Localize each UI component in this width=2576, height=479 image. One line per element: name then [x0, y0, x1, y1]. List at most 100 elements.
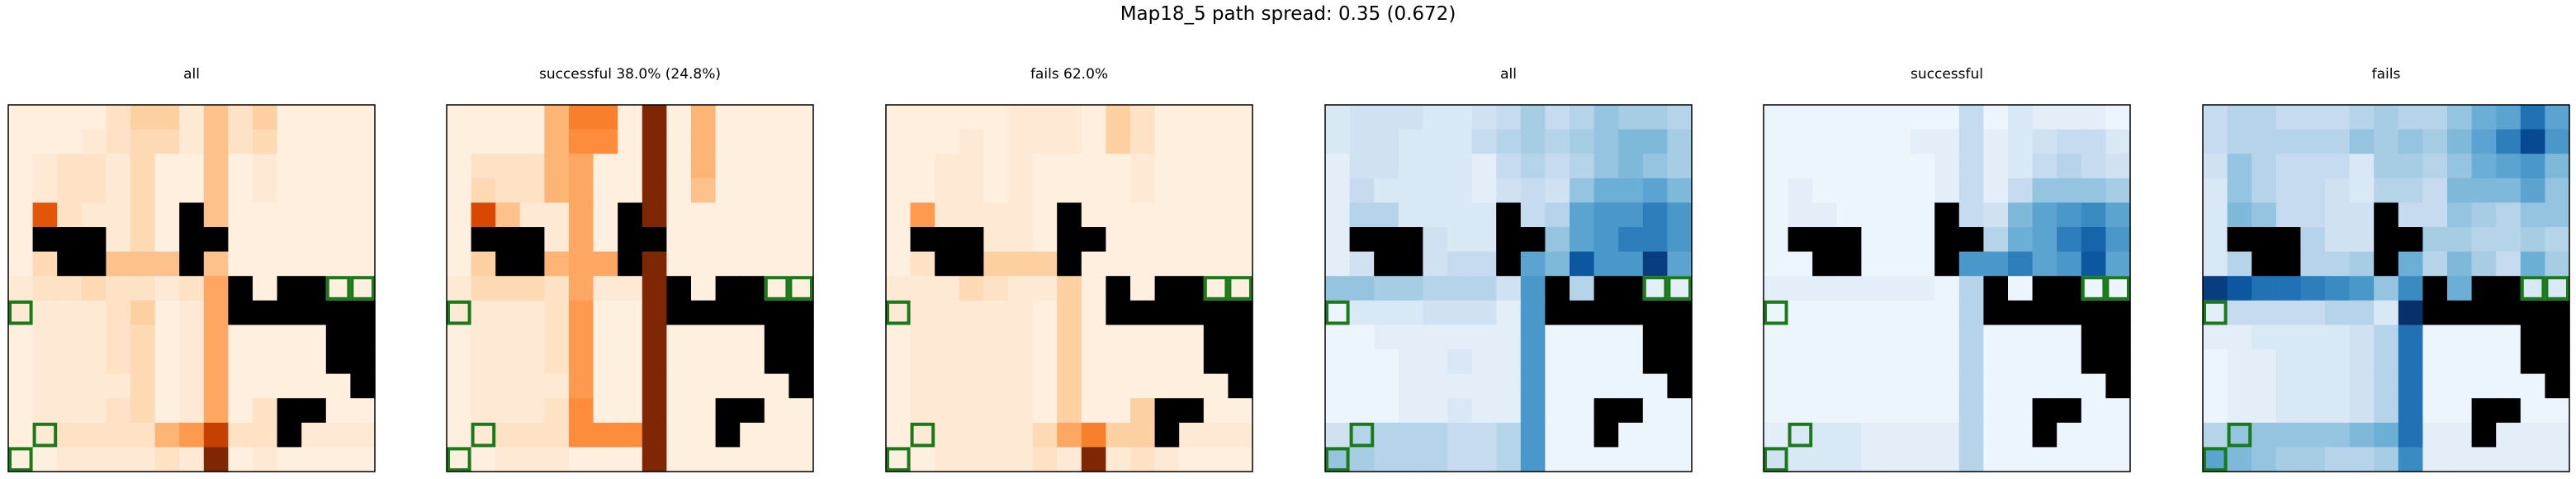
heatmap-cell	[325, 178, 351, 203]
heatmap-cell	[1349, 398, 1375, 424]
heatmap-cell	[1520, 202, 1546, 228]
heatmap-cell	[1886, 373, 1911, 399]
heatmap-cell	[519, 202, 545, 228]
heatmap-cell	[1325, 178, 1351, 203]
heatmap-cell	[569, 300, 594, 325]
target-marker	[1642, 276, 1668, 301]
heatmap-cell	[2105, 227, 2131, 253]
heatmap-cell	[1374, 422, 1399, 448]
heatmap-cell	[1520, 349, 1546, 375]
heatmap-cell	[277, 373, 302, 399]
heatmap-cell	[2422, 178, 2448, 203]
heatmap-cell	[2275, 276, 2301, 301]
wall-cell	[1812, 251, 1838, 277]
wall-cell	[301, 276, 327, 301]
heatmap-cell	[106, 129, 131, 154]
heatmap-cell	[1106, 129, 1131, 154]
heatmap-cell	[8, 422, 34, 448]
heatmap-cell	[569, 202, 594, 228]
heatmap-cell	[495, 300, 521, 325]
heatmap-cell	[1057, 300, 1082, 325]
heatmap-cell	[2105, 105, 2131, 130]
heatmap-cell	[1910, 129, 1935, 154]
heatmap-cell	[1910, 398, 1935, 424]
heatmap-cell	[618, 178, 643, 203]
heatmap-cell	[1983, 178, 2009, 203]
heatmap-cell	[1471, 227, 1497, 253]
heatmap-cell	[1545, 105, 1570, 130]
wall-cell	[2227, 227, 2252, 253]
heatmap-cell	[593, 202, 618, 228]
heatmap-cell	[2398, 300, 2423, 325]
heatmap-cell	[1958, 251, 1984, 277]
heatmap-cell	[569, 398, 594, 424]
heatmap-cell	[1812, 349, 1838, 375]
heatmap-cell	[1106, 227, 1131, 253]
heatmap-cell	[1545, 373, 1570, 399]
heatmap-cell	[910, 251, 935, 277]
heatmap-cell	[2545, 422, 2570, 448]
heatmap-cell	[642, 300, 667, 325]
heatmap-cell	[569, 373, 594, 399]
heatmap-cell	[1642, 398, 1668, 424]
heatmap-cell	[1836, 154, 1862, 179]
heatmap-cell	[1032, 276, 1058, 301]
wall-cell	[959, 227, 984, 253]
heatmap-cell	[2300, 105, 2326, 130]
wall-cell	[1983, 300, 2009, 325]
wall-cell	[32, 227, 58, 253]
heatmap-cell	[350, 105, 376, 130]
heatmap-cell	[2374, 105, 2399, 130]
heatmap-cell	[2105, 178, 2131, 203]
heatmap-cell	[2349, 227, 2375, 253]
heatmap-cell	[2008, 154, 2034, 179]
heatmap-cell	[1545, 178, 1570, 203]
heatmap-cell	[1203, 227, 1229, 253]
heatmap-cell	[2203, 349, 2228, 375]
heatmap-cell	[301, 373, 327, 399]
heatmap-cell	[2374, 398, 2399, 424]
heatmap-cell	[2496, 349, 2522, 375]
heatmap-cell	[1057, 325, 1082, 350]
heatmap-cell	[642, 276, 667, 301]
heatmap-cell	[495, 202, 521, 228]
heatmap-cell	[106, 325, 131, 350]
heatmap-cell	[983, 349, 1009, 375]
heatmap-cell	[277, 105, 302, 130]
heatmap-cell	[350, 227, 376, 253]
heatmap-cell	[2008, 251, 2034, 277]
heatmap-cell	[983, 398, 1009, 424]
heatmap-cell	[57, 349, 83, 375]
heatmap-cell	[106, 447, 131, 472]
heatmap-cell	[1496, 447, 1522, 472]
wall-cell	[2032, 398, 2057, 424]
heatmap-cell	[959, 178, 984, 203]
wall-cell	[2057, 276, 2082, 301]
heatmap-cell	[2398, 105, 2423, 130]
heatmap-cell	[519, 105, 545, 130]
heatmap-cell	[740, 349, 765, 375]
heatmap-cell	[253, 105, 278, 130]
wall-cell	[2105, 373, 2131, 399]
heatmap-cell	[910, 105, 935, 130]
heatmap-cell	[2008, 129, 2034, 154]
heatmap-cell	[1081, 300, 1106, 325]
wall-cell	[935, 251, 960, 277]
heatmap-cell	[2447, 422, 2473, 448]
heatmap-cell	[81, 154, 107, 179]
heatmap-cell	[1934, 276, 1960, 301]
heatmap-cell	[471, 178, 496, 203]
heatmap-cell	[1057, 154, 1082, 179]
heatmap-cell	[1593, 178, 1619, 203]
heatmap-cell	[642, 447, 667, 472]
heatmap-cell	[1179, 251, 1205, 277]
wall-cell	[2057, 300, 2082, 325]
heatmap-cell	[1764, 447, 1789, 472]
heatmap-cell	[1910, 349, 1935, 375]
wall-cell	[788, 349, 814, 375]
wall-cell	[203, 227, 229, 253]
heatmap-cell	[32, 276, 58, 301]
heatmap-cell	[886, 129, 912, 154]
heatmap-cell	[1081, 105, 1106, 130]
heatmap-cell	[2081, 447, 2106, 472]
